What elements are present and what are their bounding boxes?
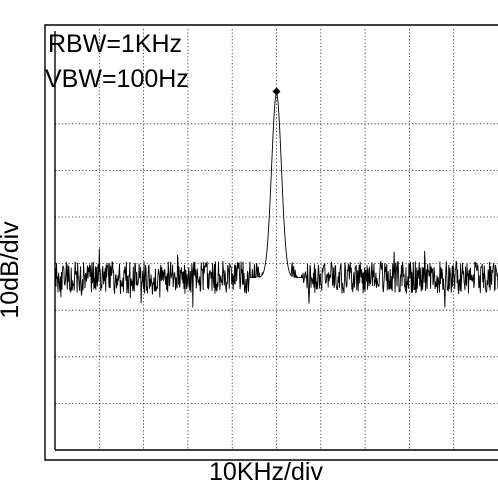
annotation-rbw: RBW=1KHz [48, 30, 182, 58]
annotation-vbw: VBW=100Hz [45, 65, 189, 93]
spectrum-trace [54, 92, 498, 308]
x-axis-label: 10KHz/div [209, 458, 323, 486]
y-axis-label: 10dB/div [0, 221, 24, 319]
plot-frame [44, 24, 498, 461]
trace-layer [54, 87, 498, 308]
frame-layer [44, 24, 498, 461]
grid-layer [55, 29, 498, 450]
peak-marker [272, 87, 281, 96]
text-layer: RBW=1KHz VBW=100Hz 10KHz/div 10dB/div [0, 30, 323, 486]
